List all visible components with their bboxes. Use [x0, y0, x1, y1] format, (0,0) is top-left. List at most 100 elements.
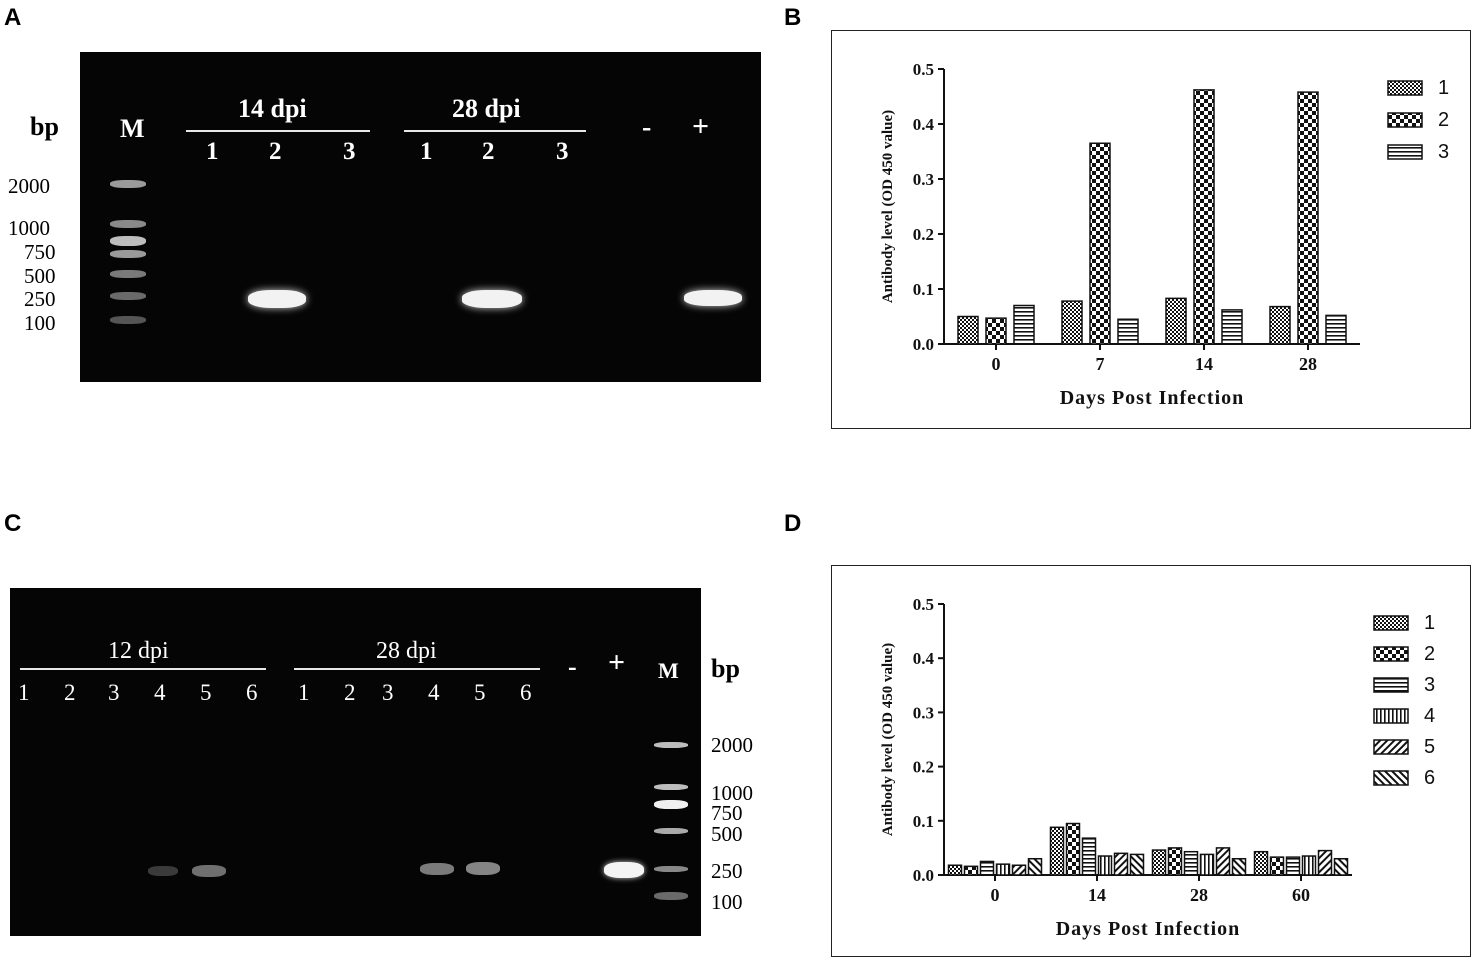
bar-series-1-14	[1049, 826, 1065, 876]
negative-control-label: -	[568, 652, 577, 681]
y-tick-label: 0.3	[913, 170, 934, 189]
legend-swatch	[1373, 770, 1409, 786]
bar-series-5-14	[1113, 852, 1129, 876]
panel-letter-d: D	[784, 510, 802, 537]
sample-band	[466, 862, 500, 875]
bar-series-2-0	[963, 865, 979, 876]
bar-series-2-28	[1297, 91, 1319, 345]
bar-series-6-0	[1027, 857, 1043, 876]
panel-letter-b: B	[784, 4, 802, 31]
legend-swatch	[1387, 144, 1423, 160]
bar-series-4-60	[1301, 855, 1317, 876]
ladder-band	[110, 180, 146, 188]
bar-series-3-60	[1285, 856, 1301, 876]
lane-label: 1	[18, 680, 30, 705]
bar-series-6-28	[1231, 857, 1247, 876]
lane-label: 3	[556, 138, 569, 165]
ladder-band	[110, 220, 146, 228]
ladder-band	[654, 800, 688, 809]
gel-image-a: M 14 dpi 1 2 3 28 dpi 1 2 3 - +	[80, 52, 761, 382]
bar-series-2-0	[985, 317, 1007, 345]
bar-series-4-14	[1097, 855, 1113, 876]
ladder-band	[110, 270, 146, 278]
lane-label: 2	[64, 680, 76, 705]
sample-band	[248, 290, 306, 308]
x-axis-label: Days Post Infection	[1060, 387, 1245, 409]
sample-band	[462, 290, 522, 308]
lane-label: 4	[428, 680, 440, 705]
y-axis-label: Antibody level (OD 450 value)	[880, 643, 896, 836]
x-axis-label: Days Post Infection	[1056, 918, 1241, 940]
ladder-band	[654, 892, 688, 900]
ladder-band	[110, 250, 146, 258]
bar-series-2-14	[1065, 822, 1081, 876]
ladder-size-label: 2000	[8, 174, 50, 198]
bar-series-3-0	[1013, 304, 1035, 345]
legend-label: 3	[1438, 141, 1449, 163]
ladder-band	[110, 292, 146, 300]
bar-series-5-28	[1215, 847, 1231, 876]
legend-label: 2	[1438, 109, 1449, 131]
bar-chart-d: 0.0 0.1 0.2 0.3 0.4 0.5 Antibody level (OD 450…	[880, 595, 1435, 940]
lane-label: 3	[343, 138, 356, 165]
lane-label: 1	[420, 138, 433, 165]
panel-letter-a: A	[4, 4, 22, 31]
lane-label: 5	[474, 680, 486, 705]
legend-swatch	[1373, 677, 1409, 693]
sample-band	[604, 862, 644, 878]
ladder-size-label: 500	[711, 822, 743, 846]
lane-label: 3	[108, 680, 120, 705]
bar-series-3-14	[1221, 309, 1243, 345]
y-tick-label: 0.0	[913, 866, 934, 885]
bar-series-3-28	[1325, 314, 1347, 345]
ladder-size-label: 500	[24, 264, 56, 288]
bar-series-5-60	[1317, 849, 1333, 876]
y-tick-label: 0.4	[913, 649, 935, 668]
x-tick-label: 60	[1292, 885, 1310, 905]
y-tick-label: 0.0	[913, 335, 934, 354]
y-tick-label: 0.5	[913, 595, 934, 614]
x-tick-label: 0	[992, 354, 1001, 374]
legend-swatch	[1373, 646, 1409, 662]
sample-band	[684, 290, 742, 306]
bar-series-2-60	[1269, 856, 1285, 876]
legend-swatch	[1373, 739, 1409, 755]
legend-label: 3	[1424, 674, 1435, 696]
legend-swatch	[1373, 615, 1409, 631]
legend-label: 1	[1424, 612, 1435, 634]
bar-series-2-28	[1167, 847, 1183, 876]
ladder-band	[110, 236, 146, 246]
legend-swatch	[1387, 80, 1423, 96]
ladder-size-label: 2000	[711, 733, 753, 757]
lane-label: 6	[520, 680, 532, 705]
ladder-size-label: 100	[24, 311, 56, 335]
marker-lane-label: M	[120, 114, 145, 143]
group-underline	[294, 668, 540, 670]
legend-label: 1	[1438, 77, 1449, 99]
bar-series-3-14	[1081, 837, 1097, 876]
x-tick-label: 28	[1299, 354, 1317, 374]
bar-series-1-7	[1061, 300, 1083, 345]
legend: 1 2 3	[1387, 77, 1449, 163]
sample-band	[420, 863, 454, 875]
positive-control-label: +	[692, 110, 710, 143]
bar-series-3-7	[1117, 318, 1139, 345]
bar-series-1-14	[1165, 297, 1187, 345]
y-tick-label: 0.2	[913, 758, 934, 777]
group-underline	[404, 130, 586, 132]
lane-label: 1	[298, 680, 310, 705]
group-label-28dpi: 28 dpi	[376, 638, 437, 664]
bar-series-1-28	[1269, 305, 1291, 345]
lane-label: 1	[206, 138, 219, 165]
marker-lane-label: M	[658, 658, 679, 683]
bar-series-3-28	[1183, 850, 1199, 876]
ladder-size-label: 250	[711, 859, 743, 883]
bar-series-3-0	[979, 860, 995, 876]
group-underline	[20, 668, 266, 670]
y-tick-label: 0.4	[913, 115, 935, 134]
panel-letter-c: C	[4, 510, 22, 537]
x-tick-label: 0	[991, 885, 1000, 905]
bp-label: bp	[711, 654, 740, 683]
lane-label: 4	[154, 680, 166, 705]
legend-label: 6	[1424, 767, 1435, 789]
